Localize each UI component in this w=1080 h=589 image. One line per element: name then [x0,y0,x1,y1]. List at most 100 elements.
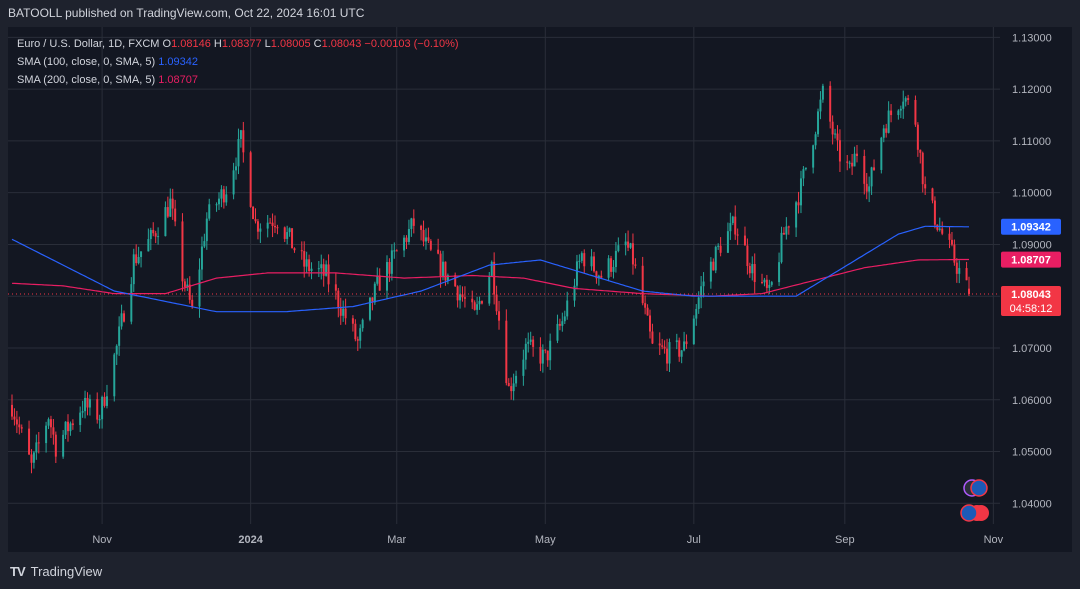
candle-body-230 [795,202,798,228]
candle-body-30 [113,354,116,397]
candle-238 [819,91,822,120]
candle-body-207 [714,246,717,271]
candle-114 [395,249,398,252]
candle-body-101 [354,323,357,340]
candle-body-175 [607,258,610,278]
candle-81 [286,225,289,245]
legend-change: −0.00103 (−0.10%) [364,38,459,50]
candle-183 [631,233,634,275]
candle-27 [101,395,104,429]
candle-184 [634,258,637,269]
candle-116 [405,235,408,250]
candle-66 [235,157,238,180]
candle-body-248 [853,153,856,167]
candle-148 [512,373,515,401]
candle-body-24 [88,399,91,408]
time-axis[interactable]: Nov 2024 Mar May Jul Sep Nov [92,534,1003,546]
candle-189 [651,323,654,345]
candle-144 [498,300,501,330]
candle-body-91 [320,264,323,269]
candle-body-53 [188,284,191,300]
candle-147 [510,377,513,400]
candle-body-151 [524,343,527,360]
candle-40 [147,228,150,252]
candle-body-238 [819,99,822,112]
candle-78 [273,215,276,234]
candle-body-136 [473,302,476,310]
legend-symbol: Euro / U.S. Dollar, 1D, FXCM [17,38,160,50]
candle-109 [378,268,381,291]
candle-178 [614,242,617,273]
candle-142 [493,252,496,305]
candle-11 [47,417,50,430]
candle-225 [778,252,781,286]
tradingview-logo-icon[interactable]: TV [10,564,26,579]
candle-body-261 [899,108,902,111]
candle-130 [454,272,457,287]
globe-icon-2[interactable] [960,504,978,522]
candle-206 [712,258,715,271]
candle-207 [714,245,717,274]
candle-body-17 [67,421,70,432]
candle-body-267 [919,149,922,153]
candle-body-168 [580,253,583,261]
candle-273 [938,217,941,232]
time-axis-area [8,524,1072,552]
candle-242 [834,128,837,139]
grid-lines [8,27,1000,524]
candle-body-36 [132,254,135,285]
price-chart[interactable]: 1.13000 1.12000 1.11000 1.10000 1.09000 1.080… [8,27,1072,552]
candle-body-10 [45,425,48,444]
candle-body-257 [885,128,888,133]
candle-body-265 [914,99,917,125]
candle-body-241 [831,121,834,135]
candle-body-195 [675,340,678,343]
candle-202 [697,291,700,314]
tradingview-brand[interactable]: TradingView [30,564,103,579]
candle-body-15 [62,434,65,457]
candle-7 [32,451,35,469]
candle-201 [695,304,698,326]
candle-186 [644,295,647,315]
candle-body-275 [948,233,951,240]
candle-185 [641,256,644,306]
candle-body-253 [870,167,873,187]
candle-body-205 [709,261,712,282]
candle-50 [181,213,184,292]
y-tick-label-7: 1.06000 [1012,395,1052,407]
candle-257 [885,123,888,138]
candle-body-41 [149,229,152,240]
candle-body-164 [566,300,569,317]
candle-234 [804,167,807,171]
legend-high-label: H [213,38,222,50]
candle-221 [763,277,766,287]
candle-body-31 [115,345,118,355]
globe-icon[interactable] [970,479,988,497]
candle-102 [356,336,359,351]
candle-8 [35,434,38,460]
candle-105 [368,297,371,322]
candle-30 [113,352,116,402]
candle-body-277 [953,244,956,263]
candle-83 [291,228,294,249]
chart-icons[interactable] [960,479,989,522]
candle-body-142 [493,261,496,295]
candle-190 [658,332,661,356]
candle-body-234 [804,167,807,170]
candle-body-272 [936,224,939,230]
candle-body-236 [814,134,817,146]
candle-body-35 [130,284,133,322]
candle-body-177 [612,266,615,272]
candle-body-167 [578,260,581,262]
legend-close-label: C [313,38,322,50]
candle-body-242 [834,133,837,135]
candle-body-92 [322,264,325,276]
y-tick-label-9: 1.04000 [1012,498,1052,510]
candle-body-61 [217,198,220,205]
candle-body-120 [420,225,423,230]
candle-body-141 [490,261,493,276]
candle-body-147 [510,386,513,392]
legend-sma100-label: SMA (100, close, 0, SMA, 5) [17,56,156,68]
candle-258 [887,101,890,134]
x-tick-label-6: Nov [984,534,1004,546]
